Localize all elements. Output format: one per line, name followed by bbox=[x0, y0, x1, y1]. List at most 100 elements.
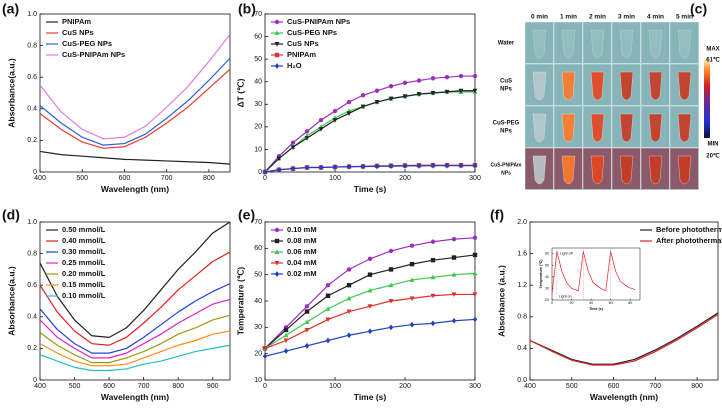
marker bbox=[262, 353, 268, 360]
marker bbox=[388, 248, 394, 254]
marker bbox=[451, 255, 457, 260]
x-tick-label: 500 bbox=[69, 383, 81, 390]
y-tick-label: 70 bbox=[254, 11, 262, 18]
marker bbox=[374, 88, 380, 93]
marker bbox=[458, 162, 464, 169]
marker bbox=[283, 332, 289, 338]
marker bbox=[304, 327, 310, 333]
panel-label: (a) bbox=[2, 1, 19, 17]
marker bbox=[274, 249, 280, 254]
x-axis-label: Time (s) bbox=[354, 392, 387, 402]
x-tick-label: 600 bbox=[119, 175, 131, 182]
x-tick-label: 300 bbox=[469, 175, 481, 182]
row-label: NPs bbox=[501, 170, 511, 176]
legend-label: 0.15 mmol/L bbox=[62, 280, 106, 289]
series-line bbox=[264, 75, 475, 173]
marker bbox=[325, 306, 331, 311]
legend-label: 0.40 mmol/L bbox=[62, 236, 106, 245]
marker bbox=[304, 304, 310, 309]
x-tick-label: 500 bbox=[566, 383, 578, 390]
y-tick-label: 0 bbox=[258, 169, 262, 176]
y-tick-label: 0.8 bbox=[27, 250, 37, 257]
column-label: 0 min bbox=[531, 14, 548, 21]
marker bbox=[409, 296, 415, 302]
marker bbox=[290, 145, 296, 150]
y-tick-label: 60 bbox=[254, 245, 262, 252]
legend-label: 0.30 mmol/L bbox=[62, 247, 106, 256]
x-tick-label: 800 bbox=[203, 175, 215, 182]
marker bbox=[304, 164, 310, 171]
y-axis-label: ΔT (℃) bbox=[235, 78, 245, 107]
tube bbox=[532, 29, 547, 59]
x-tick-label: 800 bbox=[691, 383, 703, 390]
marker bbox=[444, 75, 450, 80]
marker bbox=[346, 295, 352, 301]
tube bbox=[648, 155, 663, 185]
plot-frame bbox=[39, 221, 231, 381]
column-label: 3 min bbox=[618, 14, 635, 21]
legend-label: 0.10 mM bbox=[287, 225, 317, 234]
marker bbox=[346, 332, 352, 339]
inset-annotation: Light off bbox=[560, 252, 573, 256]
y-tick-label: 0.2 bbox=[27, 345, 37, 352]
marker bbox=[416, 92, 422, 97]
marker bbox=[274, 19, 280, 25]
legend-label: PNIPAm bbox=[287, 50, 316, 59]
legend-label: H₂O bbox=[287, 61, 302, 70]
y-axis-label: Absorbance(a.u.) bbox=[6, 266, 16, 336]
marker bbox=[451, 272, 457, 277]
x-tick-label: 400 bbox=[524, 383, 536, 390]
series-line bbox=[264, 90, 475, 173]
x-tick-label: 700 bbox=[138, 383, 150, 390]
tube bbox=[648, 71, 663, 101]
marker bbox=[388, 282, 394, 288]
y-tick-label: 60 bbox=[545, 252, 549, 256]
y-tick-label: 0.4 bbox=[517, 345, 527, 352]
tube bbox=[532, 113, 547, 143]
tube bbox=[619, 113, 634, 143]
tube bbox=[619, 29, 634, 59]
marker bbox=[451, 292, 457, 298]
colorbar-label: MAX bbox=[706, 47, 719, 53]
legend-label: 0.20 mmol/L bbox=[62, 269, 106, 278]
marker bbox=[472, 252, 478, 258]
x-tick-label: 0 bbox=[551, 301, 553, 305]
marker bbox=[416, 163, 422, 169]
marker bbox=[430, 257, 436, 263]
marker bbox=[409, 321, 415, 328]
legend-label: 0.10 mmol/L bbox=[62, 291, 106, 300]
x-tick-label: 900 bbox=[207, 383, 219, 390]
series-line bbox=[529, 313, 719, 366]
marker bbox=[430, 162, 436, 169]
marker bbox=[430, 274, 436, 280]
tube bbox=[561, 71, 576, 101]
series-line bbox=[529, 312, 719, 365]
marker bbox=[458, 73, 464, 79]
row-label: CuS-PNIPAm bbox=[490, 162, 522, 168]
y-tick-label: 30 bbox=[254, 101, 262, 108]
x-tick-label: 200 bbox=[399, 175, 411, 182]
marker bbox=[388, 267, 394, 272]
x-axis-label: Wavelength (nm) bbox=[590, 392, 658, 402]
marker bbox=[388, 163, 394, 169]
y-tick-label: 50 bbox=[254, 56, 262, 63]
legend-label: 0.08 mM bbox=[287, 236, 317, 245]
marker bbox=[262, 169, 268, 175]
legend-label: 0.04 mM bbox=[287, 258, 317, 267]
marker bbox=[458, 88, 464, 94]
y-axis-label: Absorbance (a.u.) bbox=[496, 265, 506, 337]
x-tick-label: 20 bbox=[570, 301, 574, 305]
x-tick-label: 100 bbox=[329, 383, 341, 390]
marker bbox=[374, 100, 380, 105]
y-tick-label: 50 bbox=[254, 272, 262, 279]
plot-frame bbox=[264, 221, 476, 381]
marker bbox=[283, 327, 289, 333]
tube bbox=[677, 113, 692, 143]
y-axis-label: Temperature (℃) bbox=[538, 259, 543, 289]
y-tick-label: 0.8 bbox=[517, 314, 527, 321]
y-tick-label: 1.0 bbox=[27, 11, 37, 18]
row-label: CuS bbox=[500, 79, 512, 85]
y-axis-label: Absorbance(a.u.) bbox=[6, 58, 16, 128]
series-line bbox=[39, 34, 231, 140]
y-tick-label: 2.0 bbox=[517, 219, 527, 226]
